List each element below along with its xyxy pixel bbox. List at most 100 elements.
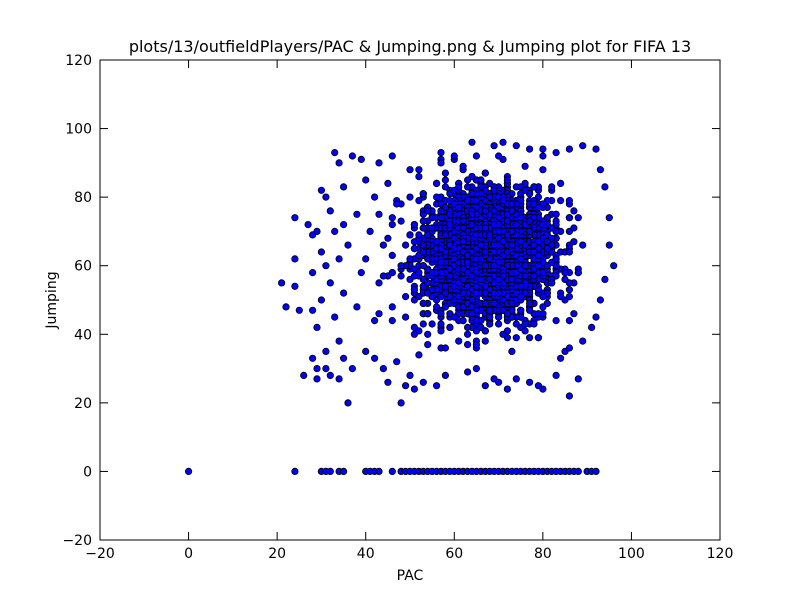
data-point bbox=[419, 320, 427, 328]
data-point bbox=[375, 210, 383, 218]
data-point bbox=[348, 152, 356, 160]
data-point bbox=[339, 183, 348, 191]
data-point bbox=[388, 467, 396, 475]
data-point bbox=[450, 152, 458, 160]
data-point bbox=[459, 217, 467, 225]
data-point bbox=[508, 299, 516, 307]
data-point bbox=[459, 238, 467, 246]
data-point bbox=[525, 299, 534, 307]
data-point bbox=[384, 234, 392, 242]
data-point bbox=[579, 142, 587, 150]
data-point bbox=[344, 399, 352, 407]
data-point bbox=[592, 313, 600, 321]
data-point bbox=[468, 210, 476, 218]
data-point bbox=[362, 255, 370, 263]
data-point bbox=[384, 179, 392, 187]
data-point bbox=[565, 145, 574, 153]
data-point bbox=[565, 392, 574, 400]
data-point bbox=[317, 186, 325, 194]
y-tick-label: 40 bbox=[74, 327, 92, 343]
data-point bbox=[410, 272, 418, 280]
data-point bbox=[370, 354, 379, 362]
data-point bbox=[521, 262, 529, 270]
data-point bbox=[592, 145, 600, 153]
data-point bbox=[503, 327, 511, 335]
data-point bbox=[512, 221, 520, 229]
data-point bbox=[446, 323, 454, 331]
data-point bbox=[494, 221, 503, 229]
data-point bbox=[419, 248, 427, 256]
data-point bbox=[494, 320, 503, 328]
data-point bbox=[353, 303, 361, 311]
data-point bbox=[397, 399, 405, 407]
data-point bbox=[379, 364, 387, 373]
data-point bbox=[512, 142, 520, 150]
data-point bbox=[574, 467, 582, 475]
data-point bbox=[415, 197, 423, 205]
data-point bbox=[339, 354, 348, 362]
data-point bbox=[543, 245, 551, 253]
data-point bbox=[410, 330, 418, 338]
data-point bbox=[490, 142, 498, 150]
data-point bbox=[388, 316, 396, 325]
data-point bbox=[556, 292, 565, 301]
x-tick-label: 20 bbox=[268, 546, 286, 562]
data-point bbox=[486, 306, 494, 314]
data-point bbox=[565, 197, 574, 205]
data-point bbox=[424, 231, 432, 239]
data-point bbox=[517, 255, 525, 263]
data-point bbox=[424, 340, 432, 349]
data-point bbox=[468, 221, 476, 229]
data-point bbox=[326, 279, 334, 287]
data-point bbox=[441, 176, 449, 184]
data-point bbox=[512, 375, 520, 383]
data-point bbox=[477, 176, 485, 184]
data-point bbox=[525, 306, 534, 314]
data-point bbox=[605, 241, 613, 249]
points-layer bbox=[185, 138, 618, 475]
data-point bbox=[574, 268, 582, 277]
data-point bbox=[499, 238, 507, 246]
data-point bbox=[401, 382, 410, 390]
data-point bbox=[441, 289, 449, 297]
data-point bbox=[503, 385, 511, 393]
data-point bbox=[521, 327, 529, 335]
data-point bbox=[481, 289, 489, 297]
data-point bbox=[565, 248, 574, 256]
data-point bbox=[388, 152, 396, 160]
data-point bbox=[419, 275, 427, 283]
data-point bbox=[455, 337, 463, 345]
data-point bbox=[499, 296, 507, 304]
data-point bbox=[539, 303, 547, 311]
data-point bbox=[317, 296, 325, 304]
data-point bbox=[450, 313, 458, 321]
data-point bbox=[490, 262, 498, 270]
data-point bbox=[401, 292, 410, 301]
data-point bbox=[415, 166, 423, 174]
data-point bbox=[477, 275, 485, 283]
data-point bbox=[499, 197, 507, 205]
x-tick-label: 120 bbox=[707, 546, 734, 562]
data-point bbox=[534, 203, 543, 211]
data-point bbox=[357, 155, 365, 163]
data-point bbox=[344, 241, 352, 249]
data-point bbox=[353, 210, 361, 218]
data-point bbox=[490, 186, 498, 194]
data-point bbox=[463, 330, 472, 338]
data-point bbox=[539, 145, 547, 153]
data-point bbox=[441, 183, 449, 191]
data-point bbox=[486, 313, 494, 321]
data-point bbox=[428, 286, 436, 294]
data-point bbox=[455, 203, 463, 211]
data-point bbox=[530, 320, 538, 328]
data-point bbox=[441, 303, 449, 311]
y-tick-label: 100 bbox=[65, 122, 92, 138]
data-point bbox=[410, 385, 418, 393]
data-point bbox=[543, 238, 551, 246]
data-point bbox=[534, 251, 543, 259]
data-point bbox=[362, 347, 370, 355]
data-point bbox=[437, 268, 445, 277]
data-point bbox=[375, 467, 383, 475]
data-point bbox=[410, 323, 418, 331]
data-point bbox=[308, 354, 317, 362]
